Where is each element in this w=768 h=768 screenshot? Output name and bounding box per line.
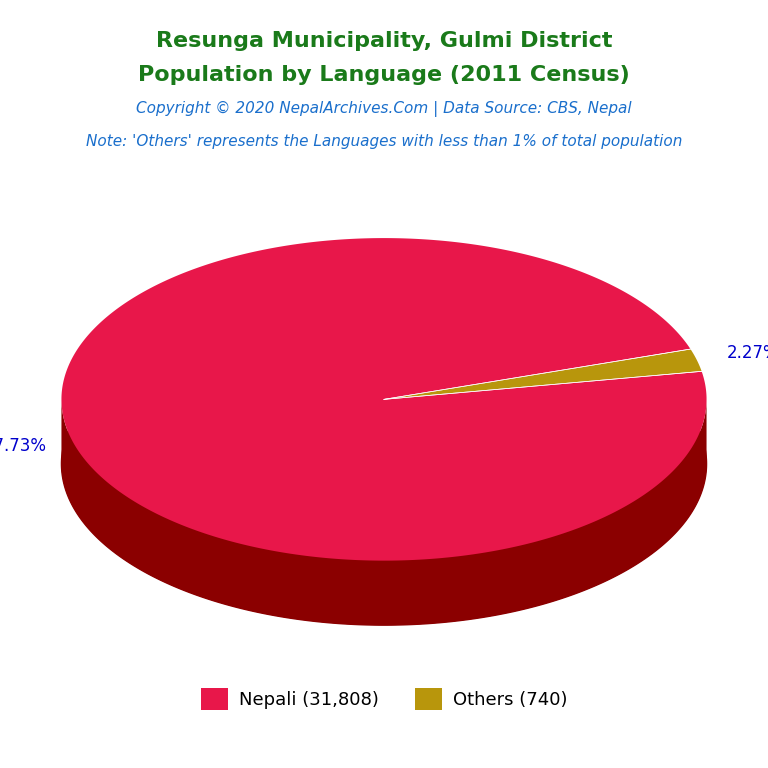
- Legend: Nepali (31,808), Others (740): Nepali (31,808), Others (740): [194, 680, 574, 717]
- Polygon shape: [61, 303, 707, 625]
- Text: 2.27%: 2.27%: [727, 344, 768, 362]
- Text: Population by Language (2011 Census): Population by Language (2011 Census): [138, 65, 630, 85]
- Text: Resunga Municipality, Gulmi District: Resunga Municipality, Gulmi District: [156, 31, 612, 51]
- Polygon shape: [61, 400, 707, 625]
- Text: 97.73%: 97.73%: [0, 437, 46, 455]
- Polygon shape: [384, 349, 702, 399]
- Text: Copyright © 2020 NepalArchives.Com | Data Source: CBS, Nepal: Copyright © 2020 NepalArchives.Com | Dat…: [136, 101, 632, 118]
- Polygon shape: [61, 238, 707, 561]
- Text: Note: 'Others' represents the Languages with less than 1% of total population: Note: 'Others' represents the Languages …: [86, 134, 682, 150]
